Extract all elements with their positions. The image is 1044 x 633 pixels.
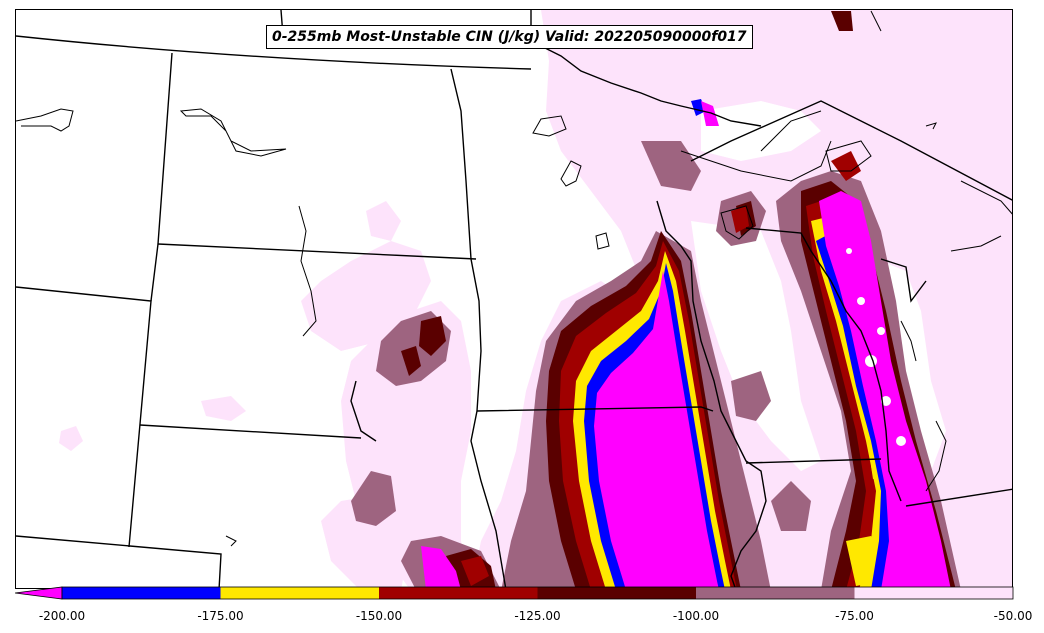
colorbar-tick-label: -75.00 [835,609,874,623]
colorbar-bin-3 [537,587,696,599]
colorbar-tick-label: -200.00 [38,609,86,623]
colorbar-tick-label: -100.00 [672,609,720,623]
cin-fill-magenta [421,101,951,588]
colorbar-tick-label: -150.00 [355,609,403,623]
colorbar-tick-label: -50.00 [993,609,1033,623]
colorbar-bin-0 [62,587,221,599]
colorbar-bin-2 [379,587,538,599]
colorbar-under-extension [15,586,63,600]
map-panel: 0-255mb Most-Unstable CIN (J/kg) Valid: … [15,9,1013,589]
cin-map [16,10,1012,588]
coastlines [16,10,1012,547]
colorbar-bin-4 [696,587,855,599]
colorbar-tick-label: -175.00 [197,609,244,623]
map-title: 0-255mb Most-Unstable CIN (J/kg) Valid: … [266,25,753,49]
colorbar-tick-label: -125.00 [514,609,561,623]
colorbar [15,586,1014,600]
colorbar-bin-1 [220,587,379,599]
colorbar-bin-5 [854,587,1013,599]
state-boundaries [16,10,1012,588]
colorbar-frame [61,586,1014,600]
